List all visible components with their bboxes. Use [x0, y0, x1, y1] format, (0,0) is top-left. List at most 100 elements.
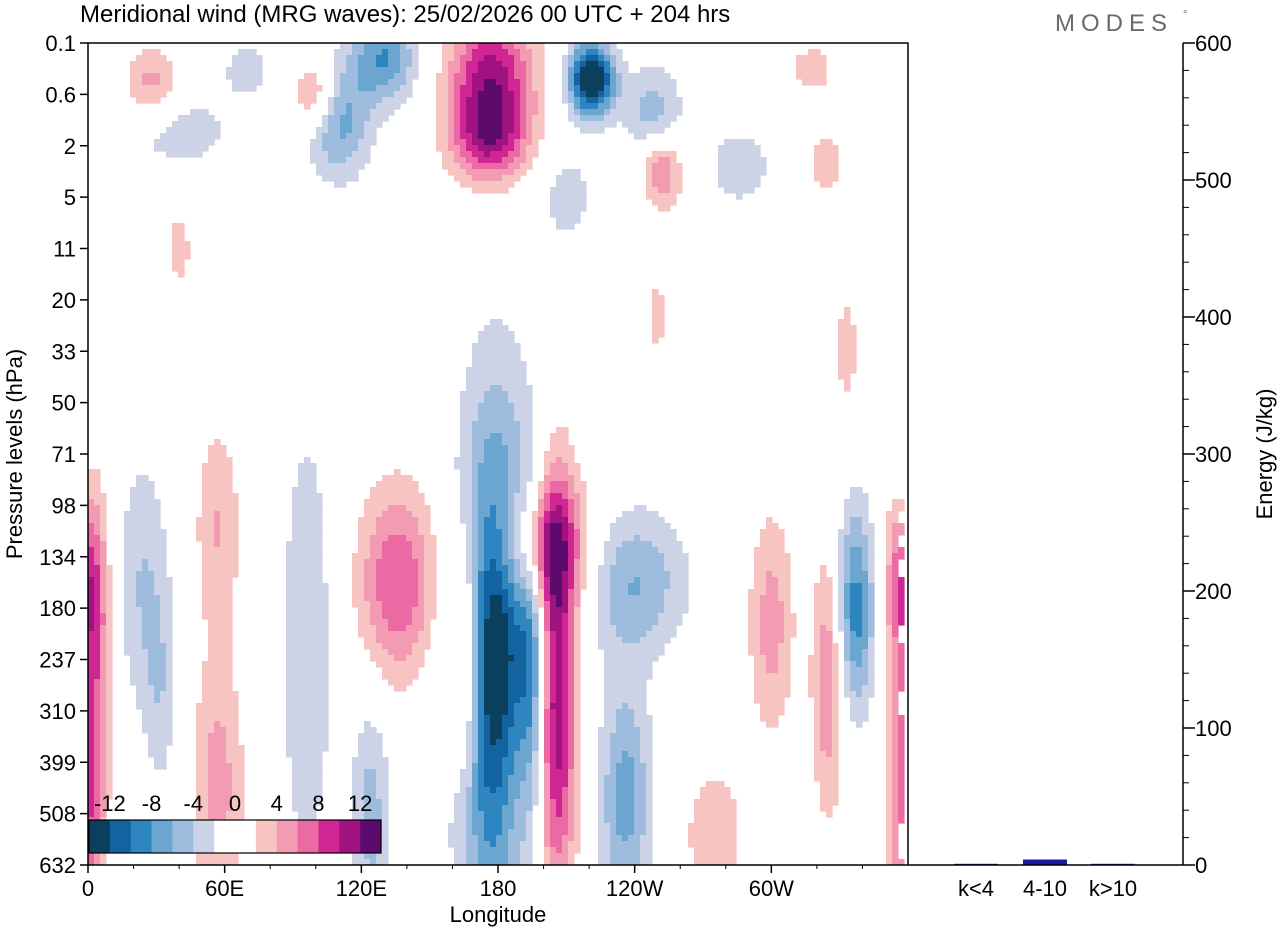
heatmap-cell	[466, 841, 479, 848]
heatmap-cell	[370, 649, 389, 656]
heatmap-cell	[340, 79, 359, 86]
energy-tick-label: 200	[1195, 579, 1232, 604]
heatmap-cell	[670, 157, 677, 164]
heatmap-cell	[412, 511, 431, 518]
heatmap-cell	[568, 799, 575, 806]
heatmap-cell	[526, 607, 533, 614]
heatmap-cell	[550, 433, 569, 440]
heatmap-cell	[604, 805, 617, 812]
heatmap-cell	[424, 577, 437, 584]
heatmap-cell	[100, 559, 107, 566]
heatmap-cell	[568, 625, 575, 632]
y-tick-label: 508	[39, 802, 76, 827]
heatmap-cell	[898, 685, 905, 692]
heatmap-cell	[760, 637, 785, 644]
heatmap-cell	[892, 655, 899, 662]
heatmap-cell	[502, 127, 515, 134]
heatmap-cell	[820, 697, 833, 704]
heatmap-cell	[94, 757, 101, 764]
heatmap-cell	[214, 727, 227, 734]
heatmap-cell	[646, 157, 659, 164]
heatmap-cell	[388, 55, 401, 62]
heatmap-cell	[766, 661, 779, 668]
heatmap-cell	[832, 673, 839, 680]
heatmap-cell	[418, 595, 425, 602]
heatmap-cell	[532, 721, 539, 728]
heatmap-cell	[298, 85, 323, 92]
heatmap-cell	[562, 631, 569, 638]
heatmap-cell	[106, 685, 113, 692]
heatmap-cell	[484, 811, 503, 818]
heatmap-cell	[574, 649, 581, 656]
heatmap-cell	[196, 853, 239, 860]
heatmap-cell	[478, 499, 509, 506]
heatmap-cell	[778, 655, 791, 662]
heatmap-cell	[838, 529, 851, 536]
heatmap-cell	[136, 697, 155, 704]
heatmap-cell	[634, 505, 647, 512]
heatmap-cell	[520, 109, 527, 116]
heatmap-cell	[472, 355, 521, 362]
colorbar-label: -4	[184, 791, 204, 816]
heatmap-cell	[898, 817, 905, 824]
heatmap-cell	[544, 589, 551, 596]
heatmap-cell	[472, 505, 479, 512]
heatmap-cell	[574, 799, 581, 806]
heatmap-cell	[574, 673, 581, 680]
heatmap-cell	[544, 847, 551, 854]
heatmap-cell	[544, 739, 551, 746]
heatmap-cell	[580, 529, 587, 536]
heatmap-cell	[382, 805, 389, 812]
heatmap-cell	[844, 307, 851, 314]
heatmap-cell	[544, 721, 551, 728]
heatmap-cell	[94, 499, 107, 506]
heatmap-cell	[610, 85, 617, 92]
heatmap-cell	[550, 559, 569, 566]
heatmap-cell	[646, 781, 653, 788]
heatmap-cell	[886, 715, 893, 722]
heatmap-cell	[886, 595, 893, 602]
heatmap-cell	[352, 811, 365, 818]
heatmap-cell	[496, 505, 509, 512]
heatmap-cell	[508, 841, 521, 848]
heatmap-cell	[898, 781, 905, 788]
heatmap-cell	[508, 565, 515, 572]
heatmap-cell	[760, 535, 785, 542]
energy-axis-label: Energy (J/kg)	[1252, 389, 1277, 520]
heatmap-cell	[484, 733, 491, 740]
heatmap-cell	[292, 529, 323, 536]
heatmap-cell	[364, 589, 377, 596]
heatmap-cell	[196, 529, 215, 536]
heatmap-cell	[574, 643, 581, 650]
heatmap-cell	[610, 757, 623, 764]
heatmap-cell	[598, 643, 665, 650]
heatmap-cell	[646, 793, 653, 800]
heatmap-cell	[580, 43, 599, 50]
heatmap-cell	[886, 697, 893, 704]
heatmap-cell	[778, 589, 791, 596]
heatmap-cell	[478, 463, 509, 470]
heatmap-cell	[466, 559, 473, 566]
heatmap-cell	[208, 457, 233, 464]
heatmap-cell	[838, 541, 845, 548]
heatmap-cell	[754, 547, 785, 554]
heatmap-cell	[478, 127, 503, 134]
heatmap-cell	[106, 709, 113, 716]
heatmap-cell	[94, 745, 101, 752]
heatmap-cell	[298, 475, 317, 482]
heatmap-cell	[490, 385, 503, 392]
heatmap-cell	[844, 601, 851, 608]
heatmap-cell	[466, 835, 479, 842]
heatmap-cell	[142, 643, 167, 650]
heatmap-cell	[94, 721, 101, 728]
heatmap-cell	[562, 505, 569, 512]
heatmap-cell	[442, 55, 455, 62]
heatmap-cell	[334, 61, 347, 68]
heatmap-cell	[106, 691, 113, 698]
heatmap-cell	[520, 625, 533, 632]
heatmap-cell	[598, 823, 611, 830]
heatmap-cell	[814, 175, 839, 182]
heatmap-cell	[610, 49, 623, 56]
heatmap-cell	[100, 709, 107, 716]
heatmap-cell	[568, 547, 575, 554]
